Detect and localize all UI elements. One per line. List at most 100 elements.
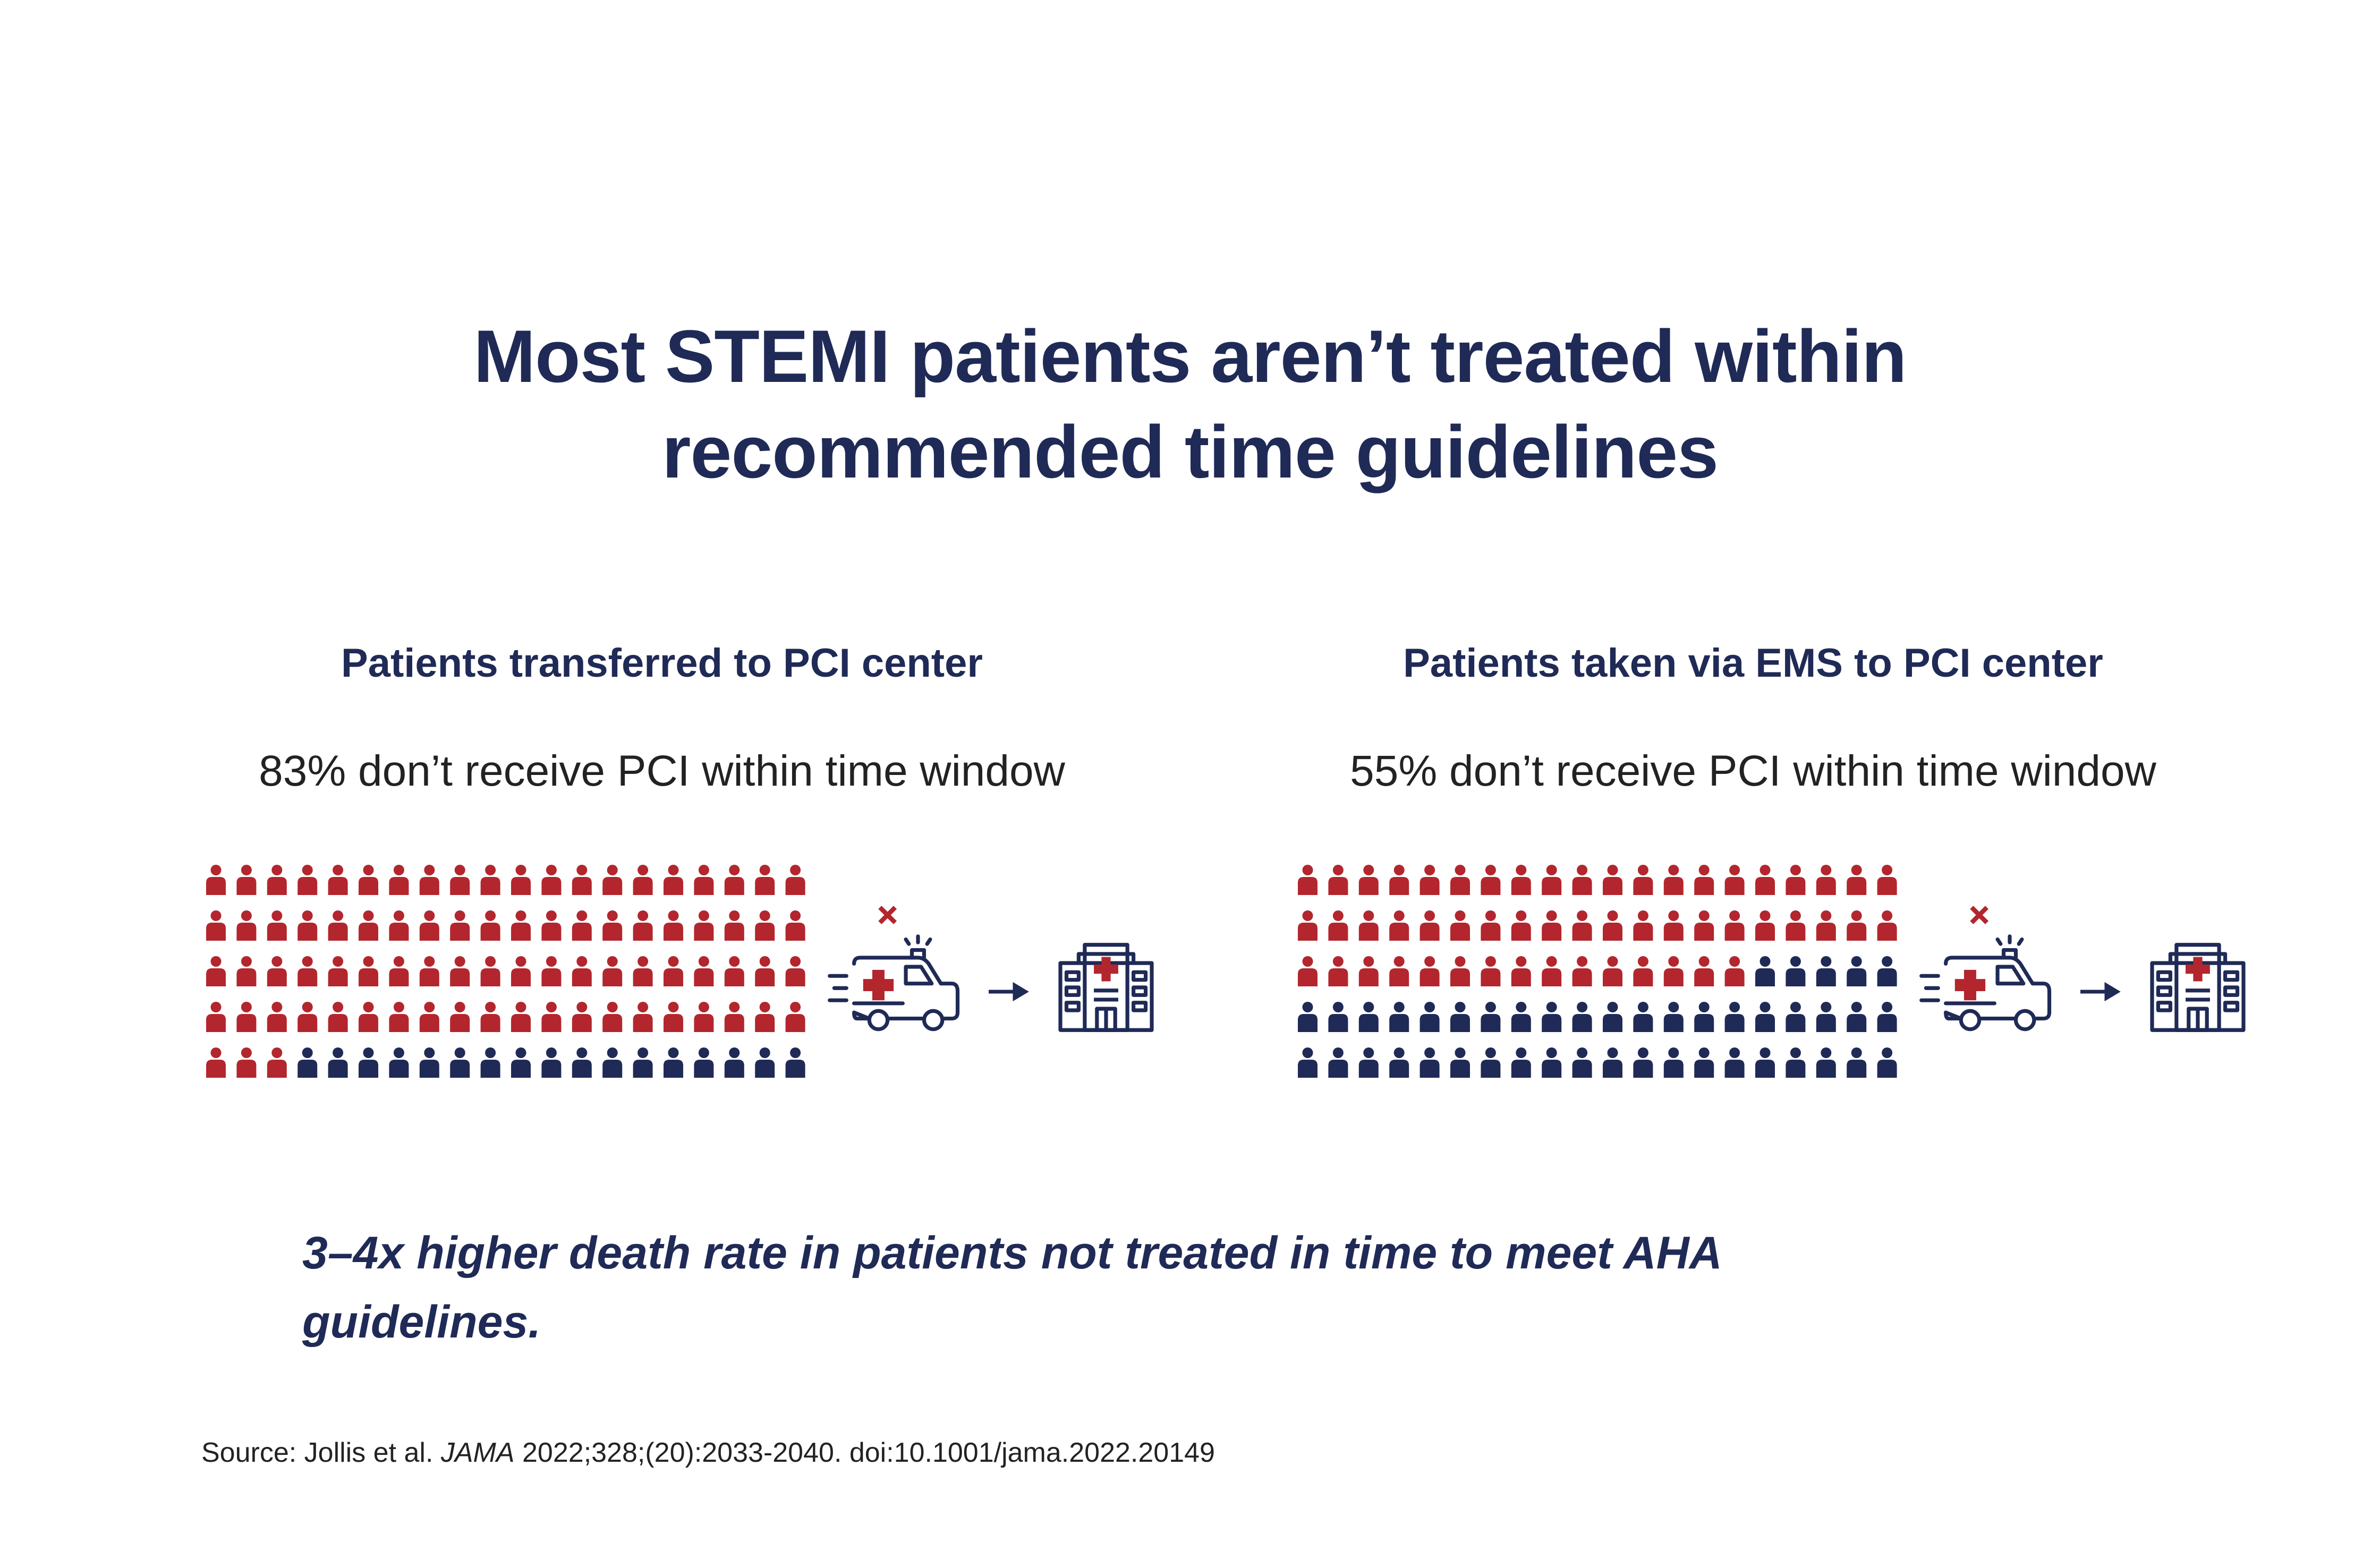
- person-body: [1663, 877, 1684, 895]
- person-head: [424, 956, 435, 967]
- person-icon: [267, 865, 287, 895]
- title-line: recommended time guidelines: [662, 410, 1719, 493]
- person-body: [328, 877, 348, 895]
- person-body: [450, 1014, 470, 1032]
- person-head: [638, 910, 649, 921]
- person-head: [638, 1047, 649, 1058]
- person-icon: [450, 956, 470, 986]
- person-head: [1698, 910, 1710, 921]
- person-head: [1882, 956, 1893, 967]
- person-head: [1637, 910, 1648, 921]
- person-icon: [1847, 1002, 1867, 1032]
- person-icon: [511, 956, 531, 986]
- person-icon: [572, 1002, 592, 1032]
- person-head: [302, 1002, 313, 1012]
- person-icon: [419, 1002, 439, 1032]
- person-head: [546, 865, 557, 875]
- person-head: [210, 1002, 222, 1012]
- person-icon: [1511, 1002, 1531, 1032]
- person-body: [633, 968, 653, 986]
- person-body: [1877, 923, 1897, 941]
- person-head: [333, 1002, 344, 1012]
- person-icon: [328, 910, 348, 941]
- person-head: [1393, 1002, 1405, 1012]
- person-head: [546, 1002, 557, 1012]
- person-head: [1637, 1002, 1648, 1012]
- person-head: [576, 1047, 588, 1058]
- person-body: [1633, 877, 1653, 895]
- person-head: [1698, 865, 1710, 875]
- person-head: [668, 910, 679, 921]
- person-head: [271, 910, 283, 921]
- person-icon: [1724, 910, 1745, 941]
- person-icon: [359, 1047, 378, 1078]
- person-body: [1847, 923, 1867, 941]
- person-head: [1393, 1047, 1405, 1058]
- person-icon: [450, 865, 470, 895]
- person-icon: [572, 956, 592, 986]
- person-icon: [541, 1047, 562, 1078]
- person-head: [790, 1047, 801, 1058]
- person-head: [1790, 1047, 1801, 1058]
- person-body: [541, 968, 562, 986]
- person-head: [241, 956, 252, 967]
- person-body: [419, 1014, 439, 1032]
- person-icon: [1358, 956, 1379, 986]
- person-head: [790, 956, 801, 967]
- person-body: [664, 877, 683, 895]
- person-head: [1424, 1047, 1435, 1058]
- person-head: [1302, 910, 1313, 921]
- person-head: [1607, 956, 1618, 967]
- person-head: [302, 1047, 313, 1058]
- person-head: [576, 865, 588, 875]
- person-body: [602, 968, 623, 986]
- person-icon: [1328, 1002, 1348, 1032]
- person-body: [298, 877, 318, 895]
- person-head: [1546, 1002, 1557, 1012]
- person-body: [541, 1060, 562, 1078]
- person-body: [1816, 923, 1836, 941]
- person-head: [393, 910, 404, 921]
- person-body: [1542, 1014, 1562, 1032]
- person-body: [1542, 877, 1562, 895]
- person-icon: [236, 865, 257, 895]
- person-icon: [1572, 1047, 1592, 1078]
- person-head: [424, 1002, 435, 1012]
- person-body: [236, 1060, 257, 1078]
- person-head: [1546, 956, 1557, 967]
- person-icon: [1663, 1002, 1684, 1032]
- person-icon: [724, 1002, 744, 1032]
- person-body: [1420, 923, 1440, 941]
- person-icon: [1511, 1047, 1531, 1078]
- person-head: [363, 1047, 374, 1058]
- person-head: [271, 956, 283, 967]
- person-body: [1389, 1014, 1409, 1032]
- person-icon: [724, 1047, 744, 1078]
- person-body: [694, 1060, 714, 1078]
- person-body: [1542, 923, 1562, 941]
- person-head: [515, 865, 526, 875]
- person-icon: [785, 1002, 805, 1032]
- person-head: [1455, 1002, 1466, 1012]
- person-body: [1328, 968, 1348, 986]
- person-icon: [1877, 1002, 1897, 1032]
- person-body: [1663, 1014, 1684, 1032]
- person-body: [1450, 923, 1470, 941]
- person-head: [1668, 956, 1679, 967]
- person-body: [511, 1014, 531, 1032]
- person-icon: [1572, 956, 1592, 986]
- person-head: [1729, 910, 1740, 921]
- person-head: [1424, 956, 1435, 967]
- person-body: [1786, 1014, 1806, 1032]
- person-icon: [694, 956, 714, 986]
- person-head: [424, 1047, 435, 1058]
- person-body: [694, 1014, 714, 1032]
- person-head: [1882, 1002, 1893, 1012]
- person-head: [271, 1002, 283, 1012]
- person-icon: [450, 1002, 470, 1032]
- person-body: [1358, 923, 1379, 941]
- source-journal: JAMA: [440, 1437, 515, 1468]
- person-head: [241, 910, 252, 921]
- person-body: [572, 1014, 592, 1032]
